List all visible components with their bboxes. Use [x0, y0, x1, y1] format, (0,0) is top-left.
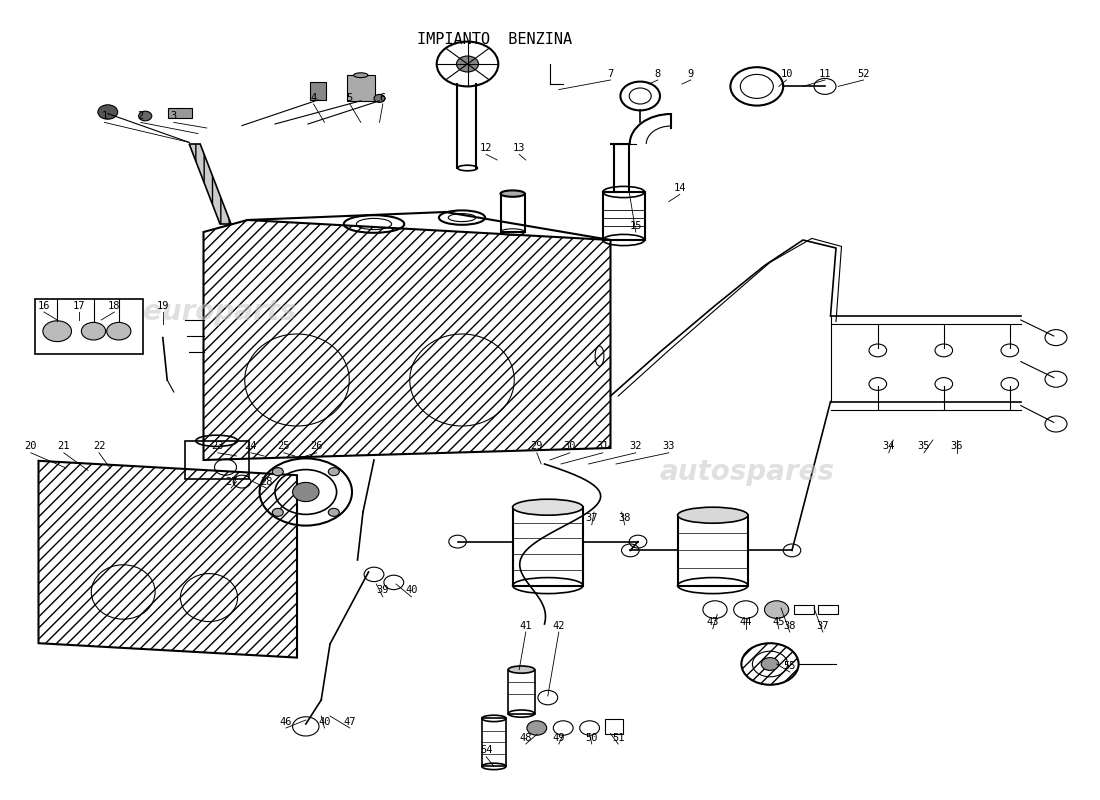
- Bar: [794, 605, 814, 614]
- Text: 33: 33: [662, 442, 675, 451]
- Text: autospares: autospares: [660, 458, 835, 486]
- Text: 6: 6: [379, 93, 386, 102]
- Text: 31: 31: [596, 442, 609, 451]
- Text: 15: 15: [629, 221, 642, 230]
- Text: 35: 35: [917, 442, 931, 451]
- Text: 37: 37: [816, 621, 829, 630]
- Text: 21: 21: [57, 442, 70, 451]
- Text: 1: 1: [101, 111, 108, 121]
- Text: 26: 26: [310, 442, 323, 451]
- Text: 8: 8: [654, 69, 661, 78]
- Bar: [605, 719, 623, 734]
- Text: 39: 39: [376, 586, 389, 595]
- Circle shape: [764, 601, 789, 618]
- Text: 47: 47: [343, 717, 356, 726]
- Text: 27: 27: [224, 477, 238, 486]
- Polygon shape: [189, 144, 231, 224]
- Text: 16: 16: [37, 301, 51, 310]
- Text: 45: 45: [772, 618, 785, 627]
- Ellipse shape: [354, 73, 367, 78]
- Circle shape: [98, 105, 118, 119]
- Text: 50: 50: [585, 733, 598, 742]
- Bar: [35, 299, 143, 354]
- Text: 36: 36: [950, 442, 964, 451]
- Circle shape: [761, 658, 779, 670]
- Text: 32: 32: [629, 442, 642, 451]
- Text: 19: 19: [156, 301, 169, 310]
- Bar: [508, 670, 535, 714]
- Text: 22: 22: [92, 442, 106, 451]
- Ellipse shape: [500, 190, 525, 197]
- Text: 46: 46: [279, 717, 293, 726]
- Text: 12: 12: [480, 143, 493, 153]
- Text: 55: 55: [783, 661, 796, 670]
- Bar: [346, 75, 375, 101]
- Text: 38: 38: [618, 514, 631, 523]
- Text: 2: 2: [138, 111, 144, 121]
- Text: 34: 34: [882, 442, 895, 451]
- Text: 25: 25: [277, 442, 290, 451]
- Text: 20: 20: [24, 442, 37, 451]
- Circle shape: [328, 508, 339, 516]
- Text: 17: 17: [73, 301, 86, 310]
- Bar: [818, 605, 838, 614]
- Text: europarts: europarts: [143, 298, 296, 326]
- Text: 54: 54: [480, 746, 493, 755]
- Text: 4: 4: [310, 93, 317, 102]
- Bar: [185, 441, 249, 479]
- Bar: [482, 718, 506, 766]
- Circle shape: [273, 468, 284, 476]
- Text: 24: 24: [244, 442, 257, 451]
- Circle shape: [273, 508, 284, 516]
- Text: 51: 51: [612, 733, 625, 742]
- Text: 48: 48: [519, 733, 532, 742]
- Ellipse shape: [678, 507, 748, 523]
- Text: 38: 38: [783, 621, 796, 630]
- Bar: [603, 192, 645, 240]
- Circle shape: [456, 56, 478, 72]
- Circle shape: [81, 322, 106, 340]
- Text: 30: 30: [563, 442, 576, 451]
- Circle shape: [328, 468, 339, 476]
- Bar: [678, 515, 748, 586]
- Circle shape: [43, 321, 72, 342]
- Circle shape: [374, 94, 385, 102]
- Text: 5: 5: [346, 93, 353, 102]
- Bar: [500, 194, 525, 232]
- Text: 3: 3: [170, 111, 177, 121]
- Text: 41: 41: [519, 621, 532, 630]
- Bar: [168, 108, 192, 118]
- Text: 40: 40: [405, 586, 418, 595]
- Text: 13: 13: [513, 143, 526, 153]
- Text: 7: 7: [607, 69, 614, 78]
- Text: 29: 29: [530, 442, 543, 451]
- Bar: [513, 507, 583, 586]
- Text: 14: 14: [673, 183, 686, 193]
- Text: 9: 9: [688, 69, 694, 78]
- Circle shape: [527, 721, 547, 735]
- Bar: [310, 82, 326, 100]
- Text: 44: 44: [739, 618, 752, 627]
- Text: 37: 37: [585, 514, 598, 523]
- Circle shape: [139, 111, 152, 121]
- Circle shape: [293, 482, 319, 502]
- Text: 10: 10: [780, 69, 793, 78]
- Ellipse shape: [513, 499, 583, 515]
- Circle shape: [107, 322, 131, 340]
- Text: 23: 23: [211, 442, 224, 451]
- Text: 49: 49: [552, 733, 565, 742]
- Text: 18: 18: [108, 301, 121, 310]
- Text: 28: 28: [260, 477, 273, 486]
- Text: 11: 11: [818, 69, 832, 78]
- Text: IMPIANTO  BENZINA: IMPIANTO BENZINA: [417, 32, 573, 47]
- Text: 42: 42: [552, 621, 565, 630]
- Ellipse shape: [508, 666, 535, 673]
- Text: 43: 43: [706, 618, 719, 627]
- Text: 52: 52: [857, 69, 870, 78]
- Text: 40: 40: [318, 717, 331, 726]
